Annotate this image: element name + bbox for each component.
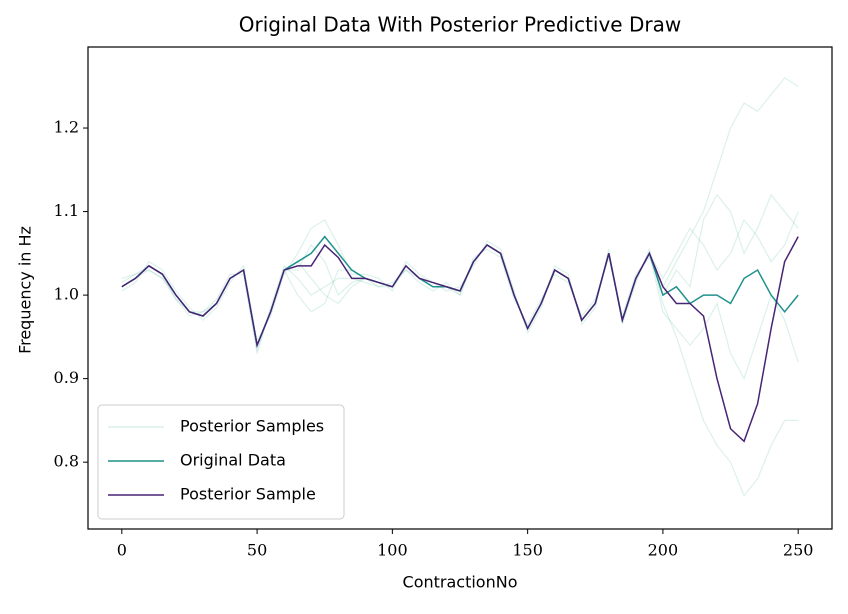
x-tick-label: 150 xyxy=(512,541,543,560)
x-axis-label: ContractionNo xyxy=(403,573,518,592)
y-tick-label: 0.8 xyxy=(54,452,79,471)
y-tick-label: 1.0 xyxy=(54,285,79,304)
y-axis-label: Frequency in Hz xyxy=(16,226,35,354)
x-tick-label: 200 xyxy=(648,541,679,560)
x-tick-label: 100 xyxy=(377,541,408,560)
posterior-sample-line xyxy=(121,193,799,348)
legend-box xyxy=(97,404,345,520)
x-tick-label: 250 xyxy=(783,541,814,560)
posterior-sample-line xyxy=(121,77,799,354)
y-tick-label: 1.2 xyxy=(54,118,79,137)
legend-label: Original Data xyxy=(180,451,286,470)
chart-title: Original Data With Posterior Predictive … xyxy=(239,13,681,37)
y-tick-label: 0.9 xyxy=(54,368,79,387)
series-line xyxy=(121,236,799,443)
plot-frame xyxy=(87,46,833,530)
legend-label: Posterior Sample xyxy=(180,485,316,504)
x-tick-label: 50 xyxy=(247,541,267,560)
legend-label: Posterior Samples xyxy=(180,417,324,436)
x-tick-label: 0 xyxy=(117,541,127,560)
y-tick-label: 1.1 xyxy=(54,201,79,220)
posterior-sample-line xyxy=(121,243,799,381)
posterior-sample-line xyxy=(121,211,799,348)
posterior-sample-line xyxy=(121,219,799,497)
